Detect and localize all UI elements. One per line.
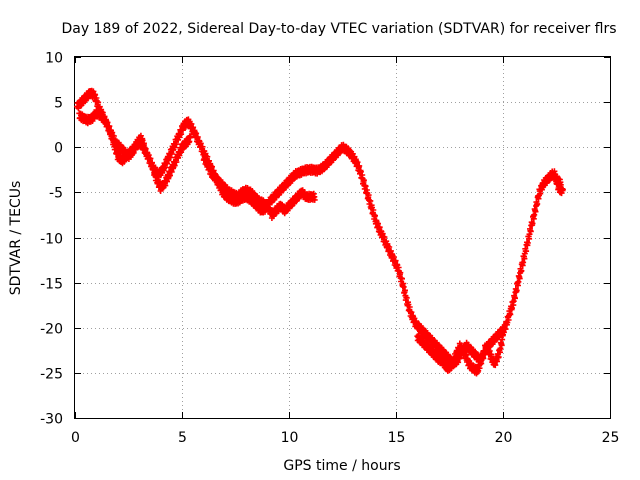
grid — [75, 57, 610, 418]
data-point — [372, 212, 378, 219]
data-point — [110, 138, 117, 144]
axis-ticks — [75, 57, 611, 419]
data-point — [402, 287, 408, 294]
x-tick-label: 25 — [602, 430, 620, 446]
data-point — [190, 124, 197, 131]
data-point — [399, 275, 405, 282]
y-tick-label: -15 — [40, 277, 63, 293]
data-point — [513, 287, 520, 294]
data-point — [356, 162, 363, 169]
data-point — [494, 358, 500, 365]
series-2 — [76, 107, 566, 377]
data-point — [452, 354, 459, 361]
data-point — [367, 197, 374, 204]
data-point — [357, 168, 364, 175]
data-point — [149, 159, 155, 166]
chart-title: Day 189 of 2022, Sidereal Day-to-day VTE… — [61, 21, 616, 37]
data-point — [376, 224, 383, 231]
series-1 — [74, 87, 564, 370]
data-point — [515, 278, 522, 285]
data-point — [553, 174, 560, 181]
data-point — [479, 354, 486, 361]
y-tick-label: -10 — [40, 232, 63, 248]
data-point — [463, 351, 470, 358]
data-point — [362, 183, 369, 190]
data-point — [478, 360, 485, 367]
x-axis-label: GPS time / hours — [283, 458, 400, 474]
data-point — [523, 248, 530, 255]
y-tick-label: 0 — [54, 141, 63, 157]
data-point — [531, 211, 538, 218]
data-point — [524, 239, 531, 246]
y-tick-label: 5 — [54, 96, 63, 112]
data-point — [527, 228, 534, 235]
data-point — [518, 267, 525, 274]
data-point — [397, 269, 404, 276]
data-point — [512, 295, 518, 302]
data-point — [112, 144, 119, 151]
data-point — [387, 247, 394, 254]
data-point — [187, 133, 194, 140]
data-point — [203, 156, 210, 163]
x-tick-label: 20 — [495, 430, 513, 446]
data-point — [507, 311, 514, 318]
data-point — [495, 354, 502, 360]
data-points — [74, 87, 566, 377]
x-tick-label: 10 — [281, 430, 299, 446]
data-point — [142, 145, 149, 152]
y-axis-label: SDTVAR / TECUs — [8, 181, 24, 296]
x-tick-label: 0 — [71, 430, 80, 446]
data-point — [500, 331, 506, 338]
data-point — [532, 208, 539, 215]
y-tick-label: -25 — [40, 367, 63, 383]
data-point — [400, 283, 407, 290]
data-point — [168, 150, 175, 157]
data-point — [520, 259, 527, 266]
data-point — [502, 326, 509, 333]
data-point — [194, 134, 201, 140]
x-tick-label: 5 — [178, 430, 187, 446]
data-point — [168, 168, 175, 175]
data-point — [173, 159, 180, 166]
y-tick-label: -20 — [40, 322, 63, 338]
data-point — [311, 196, 318, 203]
data-point — [106, 123, 113, 130]
y-tick-labels: -30 -25 -20 -15 -10 -5 0 5 10 — [40, 51, 63, 428]
data-point — [108, 129, 114, 136]
data-point — [360, 177, 367, 184]
data-point — [152, 168, 158, 175]
data-point — [559, 186, 566, 193]
x-tick-label: 15 — [388, 430, 406, 446]
y-tick-label: -30 — [40, 412, 63, 428]
y-tick-label: 10 — [45, 51, 63, 67]
data-point — [497, 345, 504, 352]
data-point — [208, 166, 215, 173]
data-point — [408, 309, 415, 316]
data-point — [483, 341, 490, 348]
data-point — [551, 168, 558, 175]
data-point — [516, 275, 523, 282]
data-point — [403, 294, 410, 301]
y-tick-label: -5 — [49, 186, 63, 202]
data-point — [92, 91, 99, 98]
data-point — [179, 127, 186, 134]
data-point — [164, 160, 170, 167]
x-tick-labels: 0 5 10 15 20 25 — [71, 430, 619, 446]
data-point — [392, 257, 399, 264]
data-point — [521, 255, 528, 262]
data-point — [498, 342, 505, 349]
data-point — [529, 220, 536, 227]
plot-frame — [74, 56, 611, 419]
data-point — [534, 200, 541, 207]
